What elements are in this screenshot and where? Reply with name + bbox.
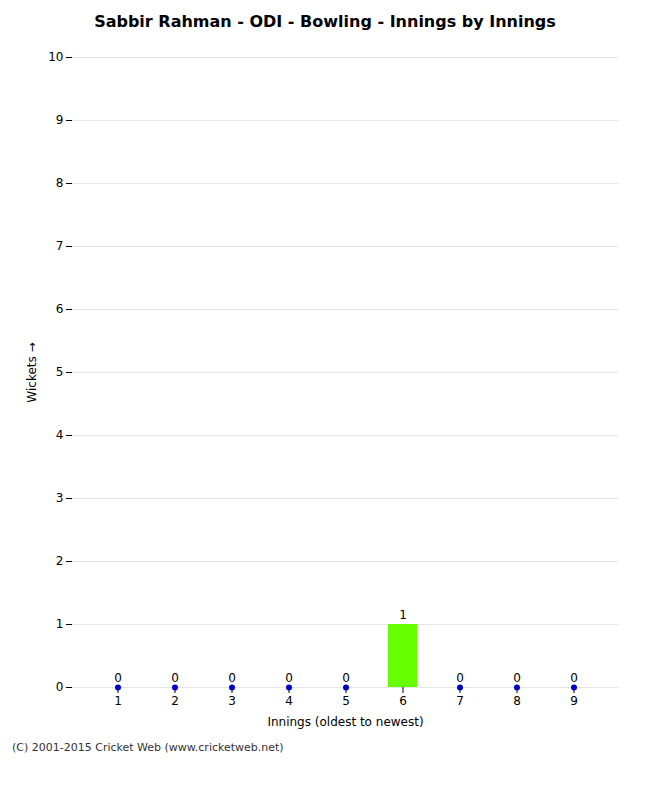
svg-text:0: 0 xyxy=(171,671,179,685)
svg-text:0: 0 xyxy=(342,671,350,685)
svg-text:2: 2 xyxy=(56,554,64,568)
svg-text:9: 9 xyxy=(570,694,578,708)
svg-text:0: 0 xyxy=(570,671,578,685)
svg-text:0: 0 xyxy=(285,671,293,685)
svg-text:0: 0 xyxy=(56,680,64,694)
svg-text:8: 8 xyxy=(56,176,64,190)
svg-text:7: 7 xyxy=(56,239,64,253)
svg-text:1: 1 xyxy=(114,694,122,708)
svg-text:6: 6 xyxy=(56,302,64,316)
svg-text:1: 1 xyxy=(399,608,407,622)
svg-text:4: 4 xyxy=(56,428,64,442)
svg-text:0: 0 xyxy=(228,671,236,685)
svg-text:3: 3 xyxy=(56,491,64,505)
svg-text:10: 10 xyxy=(48,50,63,64)
svg-text:8: 8 xyxy=(513,694,521,708)
svg-text:5: 5 xyxy=(342,694,350,708)
svg-text:7: 7 xyxy=(456,694,464,708)
svg-text:Innings (oldest to newest): Innings (oldest to newest) xyxy=(267,715,423,729)
svg-text:6: 6 xyxy=(399,694,407,708)
svg-text:9: 9 xyxy=(56,113,64,127)
svg-text:0: 0 xyxy=(513,671,521,685)
svg-text:1: 1 xyxy=(56,617,64,631)
svg-text:0: 0 xyxy=(114,671,122,685)
svg-text:5: 5 xyxy=(56,365,64,379)
svg-text:4: 4 xyxy=(285,694,293,708)
svg-text:2: 2 xyxy=(171,694,179,708)
svg-text:Wickets →: Wickets → xyxy=(25,342,39,402)
svg-text:3: 3 xyxy=(228,694,236,708)
html-text:(C) 2001-2015 Cricket Web (www: (C) 2001-2015 Cricket Web (www.cricketwe… xyxy=(12,741,284,754)
svg-text:0: 0 xyxy=(456,671,464,685)
html-text:Sabbir Rahman - ODI - Bowling: Sabbir Rahman - ODI - Bowling - Innings … xyxy=(94,12,556,31)
